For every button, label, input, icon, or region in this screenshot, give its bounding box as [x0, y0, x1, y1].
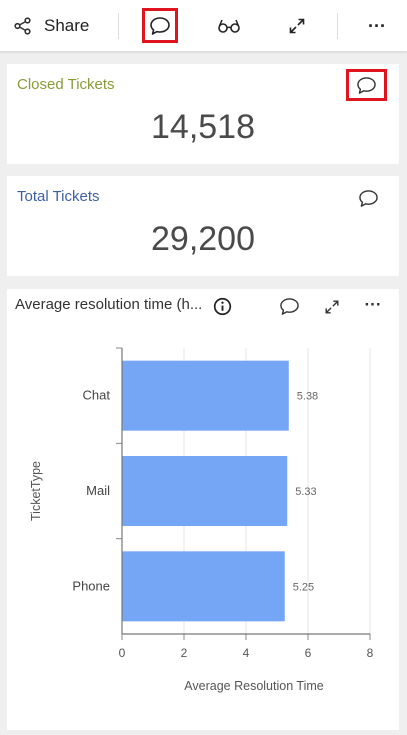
y-tick-label: Phone [72, 578, 110, 593]
x-axis-label: Average Resolution Time [184, 679, 323, 693]
share-button[interactable]: Share [14, 14, 89, 38]
chart-title: Average resolution time (h... [15, 296, 203, 313]
chart-comment-button[interactable] [275, 292, 303, 320]
glasses-icon [218, 19, 240, 33]
x-tick-label: 2 [181, 646, 188, 660]
y-axis-label: TicketType [29, 461, 43, 521]
bar [122, 551, 285, 622]
more-icon: ··· [364, 295, 382, 314]
y-tick-label: Mail [86, 483, 110, 498]
chart-more-button[interactable]: ··· [359, 291, 387, 319]
x-tick-label: 6 [305, 646, 312, 660]
bar [122, 360, 289, 431]
bar-chart: 0 2 4 6 8 Chat 5.38 Mail 5.33 Phone 5.25 Average Re… [29, 347, 374, 693]
card-title: Total Tickets [17, 188, 100, 205]
card-comment-button[interactable] [346, 69, 387, 101]
kpi-value: 14,518 [151, 108, 255, 146]
x-tick-label: 8 [367, 646, 374, 660]
toolbar: Share ··· [0, 0, 407, 52]
share-label: Share [44, 16, 90, 35]
view-button[interactable] [212, 10, 246, 42]
data-label: 5.25 [293, 581, 314, 593]
expand-icon [325, 300, 339, 314]
data-label: 5.33 [295, 486, 316, 498]
toolbar-divider [337, 13, 338, 39]
share-icon [14, 17, 31, 35]
bar [122, 456, 288, 526]
y-tick-label: Chat [83, 388, 111, 403]
card-comment-button[interactable] [354, 184, 382, 212]
kpi-card-closed-tickets: Closed Tickets 14,518 [7, 64, 399, 164]
expand-button[interactable] [280, 10, 314, 42]
comment-button[interactable] [142, 8, 178, 43]
toolbar-divider [118, 13, 119, 39]
more-icon: ··· [368, 15, 386, 36]
kpi-card-total-tickets: Total Tickets 29,200 [7, 176, 399, 276]
chart-expand-button[interactable] [318, 293, 346, 321]
info-icon [213, 297, 231, 315]
more-button[interactable]: ··· [360, 10, 394, 42]
info-button[interactable] [208, 292, 236, 320]
comment-icon [358, 189, 378, 207]
card-title: Closed Tickets [17, 76, 115, 93]
comment-icon [357, 76, 376, 94]
x-tick-label: 0 [119, 646, 126, 660]
comment-icon [150, 16, 170, 35]
x-tick-label: 4 [243, 646, 250, 660]
expand-icon [289, 18, 305, 34]
comment-icon [279, 297, 299, 315]
chart-panel: Average resolution time (h... ··· 0 2 4 6 8 C… [7, 289, 399, 730]
data-label: 5.38 [297, 391, 318, 403]
kpi-value: 29,200 [151, 220, 255, 258]
